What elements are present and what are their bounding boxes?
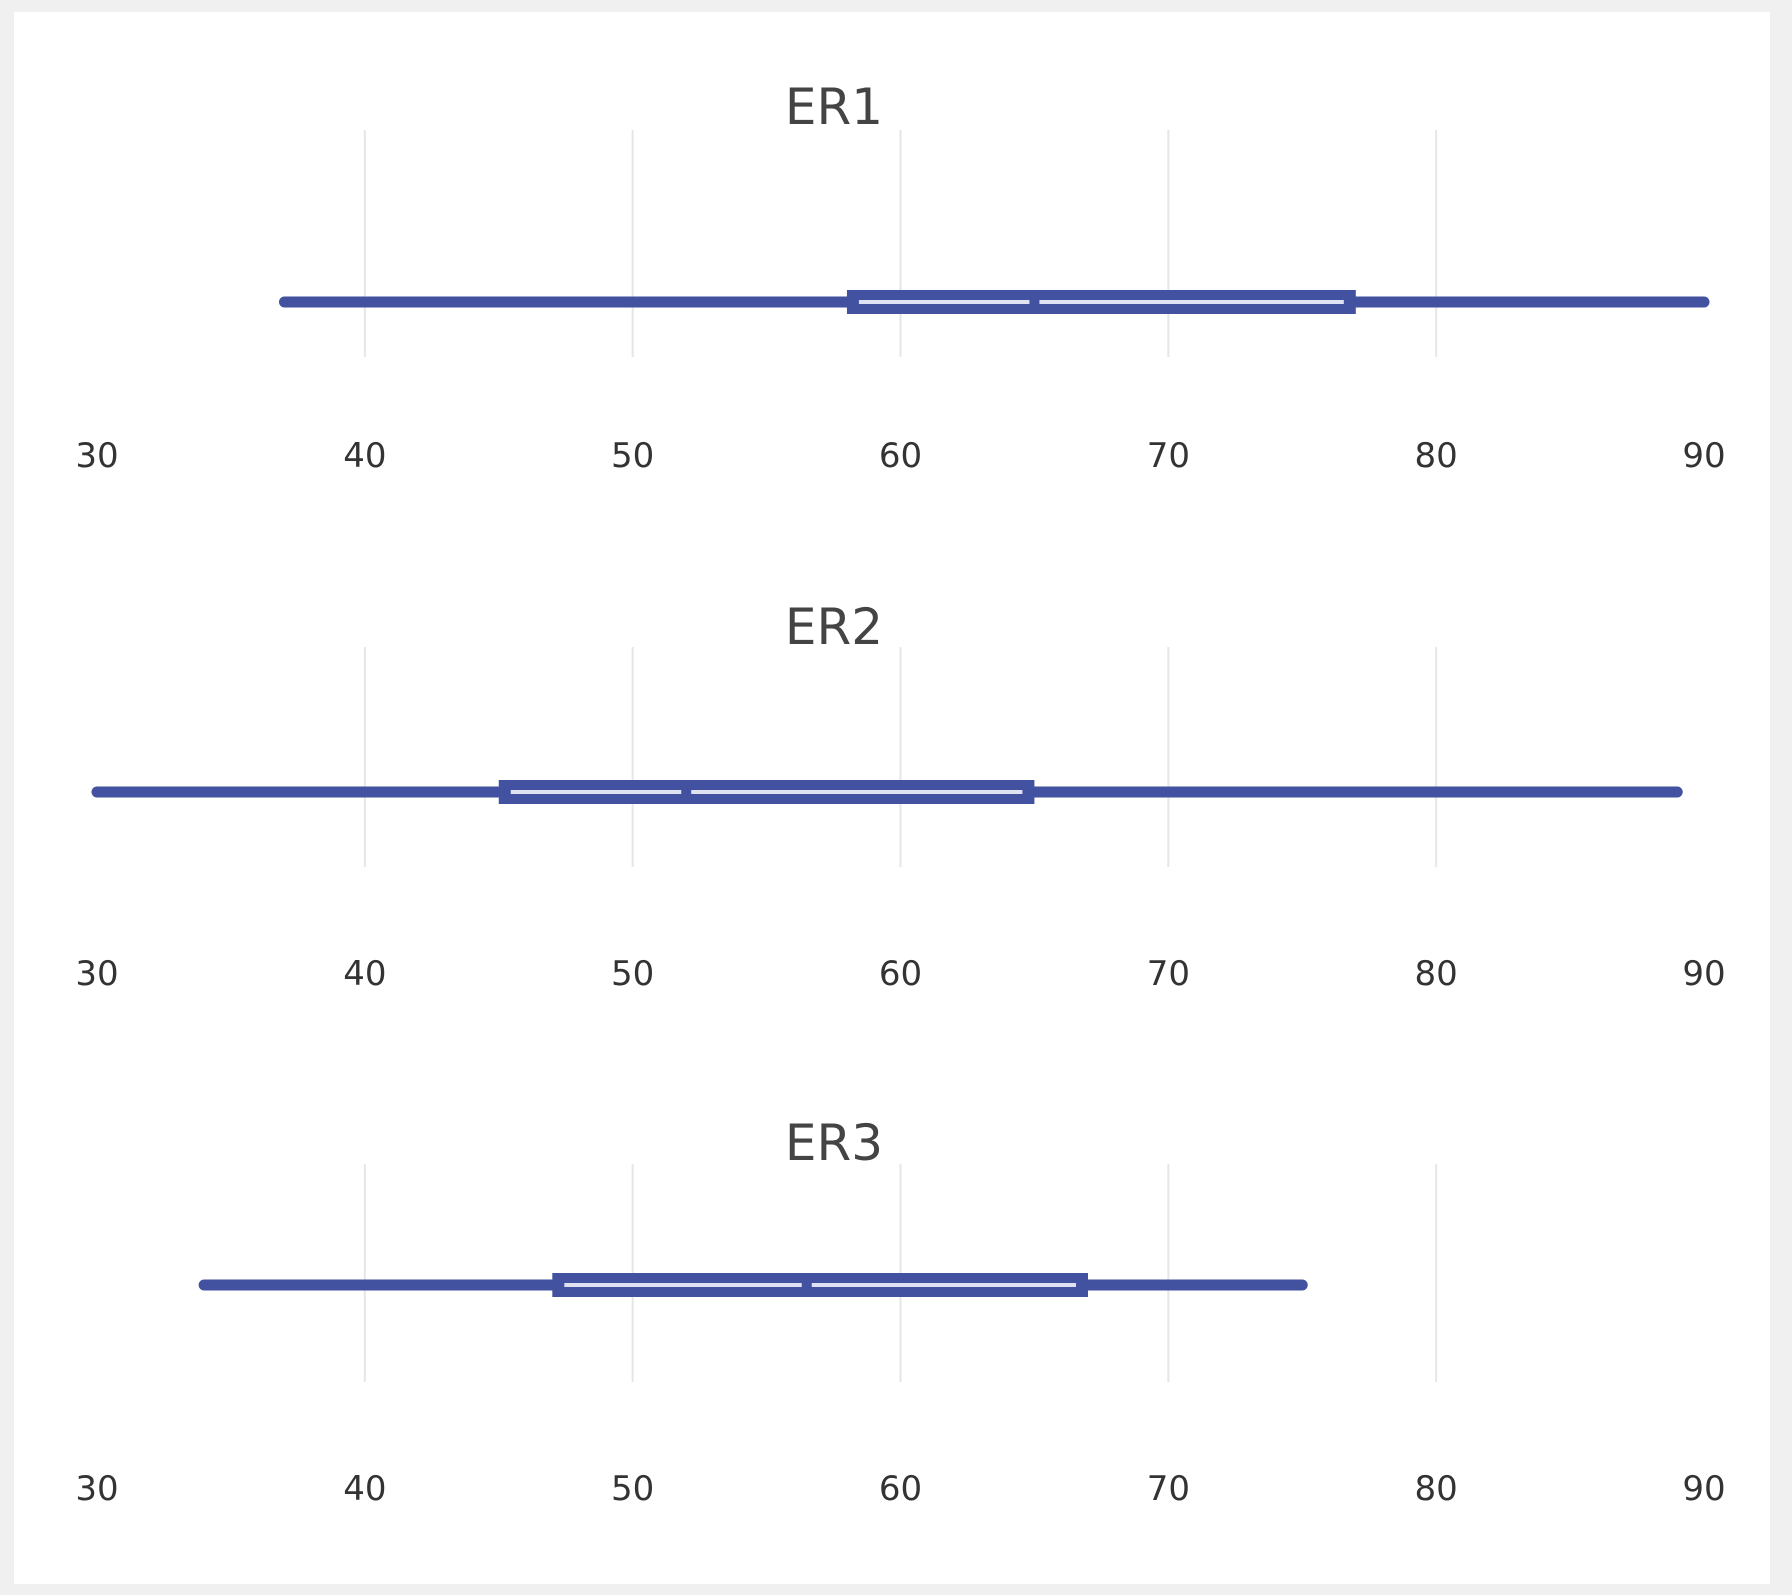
x-tick-label: 30 bbox=[75, 954, 118, 994]
chart-2: ER2 30 40 50 60 70 80 90 bbox=[75, 598, 1725, 994]
x-tick-label: 60 bbox=[879, 954, 922, 994]
x-tick-label: 30 bbox=[75, 1469, 118, 1509]
chart-1: ER1 30 40 50 60 70 80 90 bbox=[75, 78, 1725, 476]
chart-panel: ER1 30 40 50 60 70 80 90 ER2 30 40 50 60 70 80 90 ER3 30 4… bbox=[14, 12, 1770, 1584]
x-tick-label: 90 bbox=[1682, 436, 1725, 476]
x-tick-label: 60 bbox=[879, 1469, 922, 1509]
x-tick-label: 30 bbox=[75, 436, 118, 476]
chart-title: ER3 bbox=[785, 1114, 883, 1172]
box-plot-chart: ER1 30 40 50 60 70 80 90 ER2 30 40 50 60 70 80 90 ER3 30 4… bbox=[75, 78, 1725, 1509]
x-tick-label: 50 bbox=[611, 954, 654, 994]
x-tick-label: 60 bbox=[879, 436, 922, 476]
x-tick-label: 40 bbox=[343, 436, 386, 476]
x-tick-label: 40 bbox=[343, 954, 386, 994]
x-tick-label: 90 bbox=[1682, 954, 1725, 994]
chart-title: ER1 bbox=[785, 78, 883, 136]
median-marker bbox=[681, 788, 692, 796]
x-tick-label: 70 bbox=[1147, 436, 1190, 476]
x-tick-label: 90 bbox=[1682, 1469, 1725, 1509]
chart-3: ER3 30 40 50 60 70 80 90 bbox=[75, 1114, 1725, 1509]
x-tick-label: 80 bbox=[1415, 436, 1458, 476]
x-tick-label: 70 bbox=[1147, 1469, 1190, 1509]
x-tick-label: 80 bbox=[1415, 954, 1458, 994]
chart-title: ER2 bbox=[785, 598, 883, 656]
x-tick-label: 50 bbox=[611, 1469, 654, 1509]
median-marker bbox=[1029, 298, 1040, 306]
x-tick-label: 70 bbox=[1147, 954, 1190, 994]
x-tick-label: 80 bbox=[1415, 1469, 1458, 1509]
x-tick-label: 40 bbox=[343, 1469, 386, 1509]
median-marker bbox=[801, 1281, 812, 1289]
x-tick-label: 50 bbox=[611, 436, 654, 476]
